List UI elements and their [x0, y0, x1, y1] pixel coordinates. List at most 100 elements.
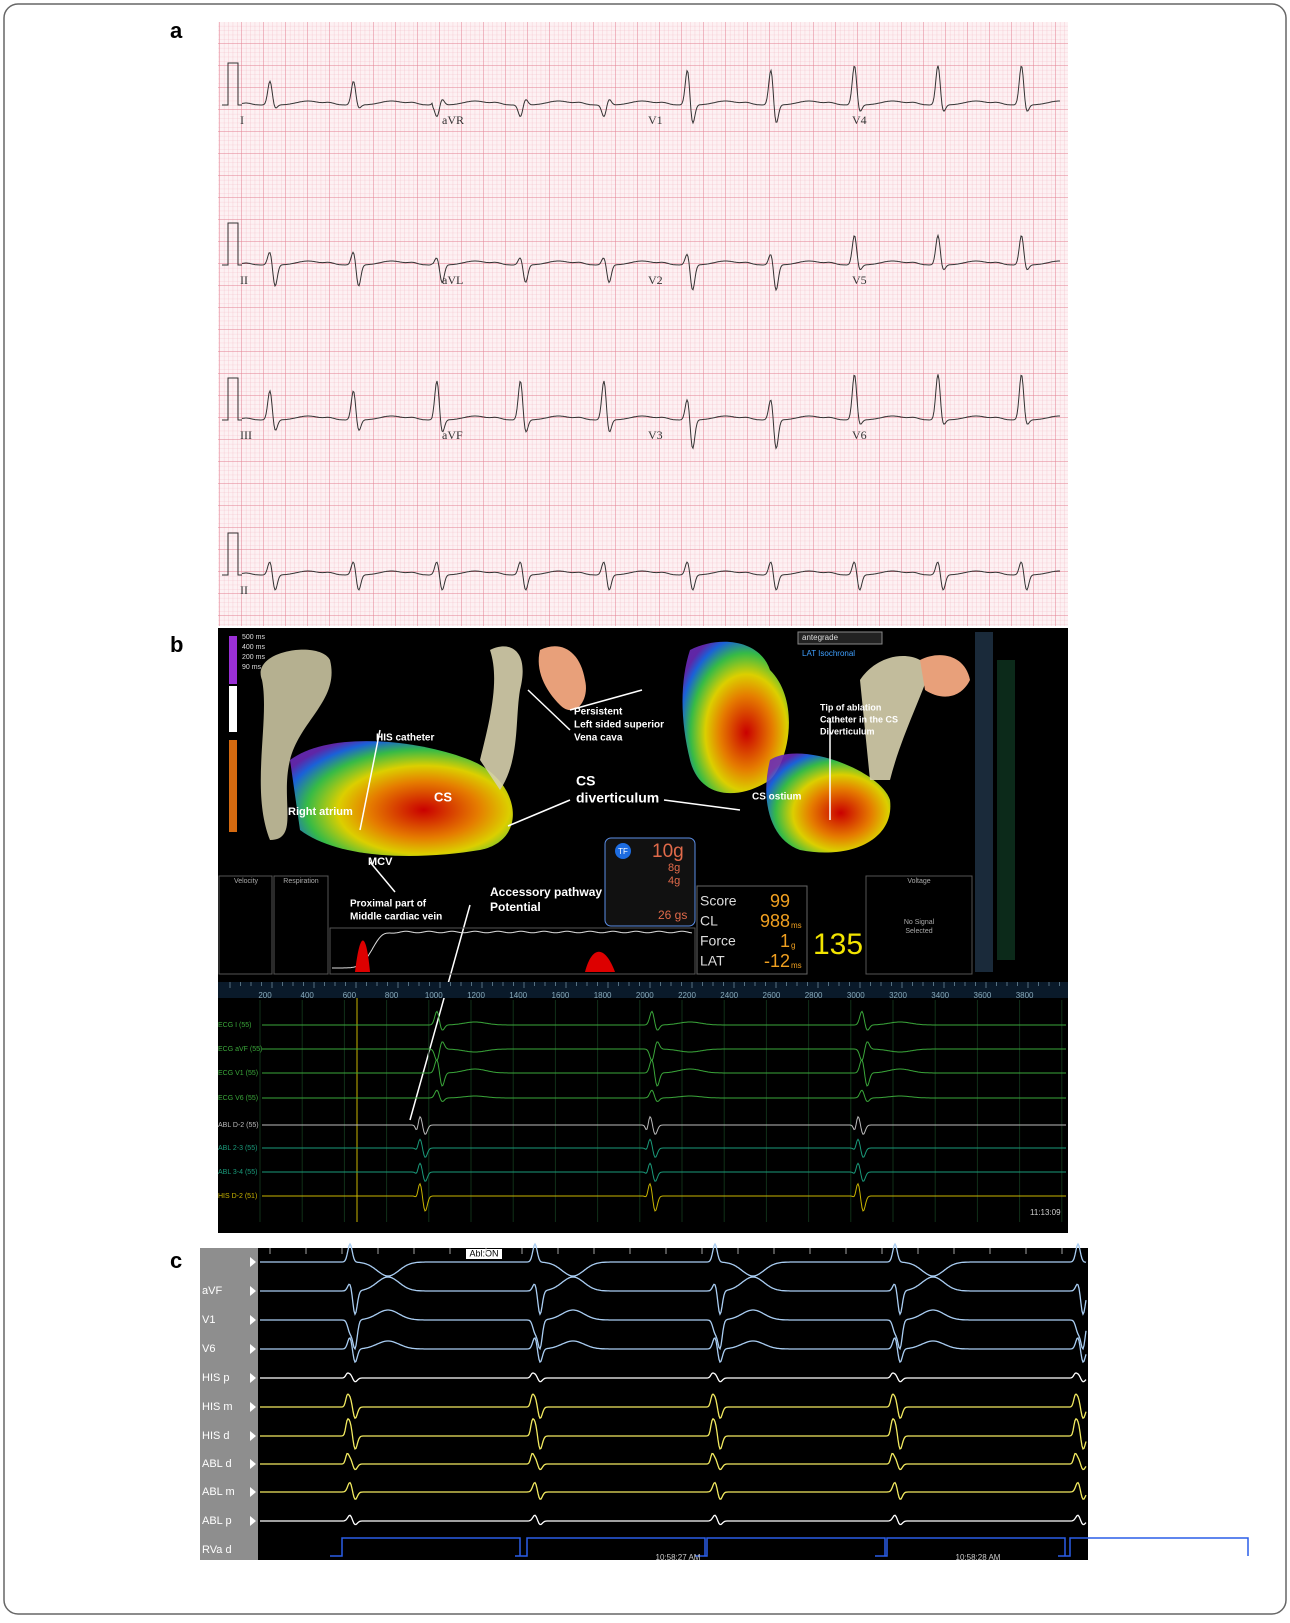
annotation: Middle cardiac vein	[350, 912, 442, 923]
lead-label: aVR	[442, 113, 464, 127]
annotation: Potential	[490, 900, 541, 914]
toolbar	[997, 660, 1015, 960]
annotation: diverticulum	[576, 790, 659, 806]
channel-label: HIS m	[202, 1401, 233, 1413]
ecg-grid	[218, 22, 1068, 626]
time-tick: 600	[343, 991, 357, 1000]
readout-value: -12	[764, 951, 790, 971]
readout-name: CL	[700, 913, 718, 929]
time-tick: 2400	[720, 991, 738, 1000]
scale-label: 400 ms	[242, 644, 265, 651]
panel-label: b	[170, 632, 183, 657]
channel-label: ABL d	[202, 1458, 232, 1470]
readout-unit: g	[791, 941, 795, 950]
lead-label: III	[240, 428, 252, 442]
recording-screen	[258, 1248, 1088, 1560]
force-total: 10g	[652, 841, 684, 862]
readout-value: 99	[770, 891, 790, 911]
channel-label: HIS D-2 (51)	[218, 1193, 257, 1200]
time-label: 10:58:28 AM	[956, 1553, 1001, 1562]
channel-label: HIS d	[202, 1430, 230, 1442]
channel-label: ABL 2-3 (55)	[218, 1145, 257, 1152]
dropdown-text: antegrade	[802, 633, 839, 642]
force-line: 4g	[668, 875, 680, 887]
channel-label: aVF	[202, 1285, 222, 1297]
time-tick: 2200	[678, 991, 696, 1000]
lead-label: aVL	[442, 273, 463, 287]
no-signal: No Signal	[904, 919, 935, 926]
force-integral: 26 gs	[658, 908, 687, 922]
annotation: Accessory pathway	[490, 885, 602, 899]
channel-label: V1	[202, 1314, 215, 1326]
force-line: 8g	[668, 862, 680, 874]
scale-label: 90 ms	[242, 664, 262, 671]
rate: 135	[813, 928, 863, 961]
channel-label: V6	[202, 1343, 215, 1355]
time-tick: 2600	[763, 991, 781, 1000]
annotation: Vena cava	[574, 733, 623, 744]
time-tick: 3800	[1016, 991, 1034, 1000]
panel-label: c	[170, 1248, 182, 1273]
annotation: CS ostium	[752, 792, 802, 803]
box-title: Voltage	[907, 878, 930, 885]
lead-label: V1	[648, 113, 663, 127]
lead-label: V6	[852, 428, 867, 442]
scale-bar	[229, 740, 237, 832]
readout-value: 1	[780, 931, 790, 951]
map-type: LAT Isochronal	[802, 649, 855, 658]
box-title: Velocity	[234, 878, 259, 885]
time-tick: 2000	[636, 991, 654, 1000]
box-title: Respiration	[283, 878, 319, 885]
lead-label: II	[240, 583, 248, 597]
channel-label: ECG I (55)	[218, 1022, 251, 1029]
annotation: Persistent	[574, 707, 623, 718]
lead-label: V3	[648, 428, 663, 442]
readout-unit: ms	[791, 921, 802, 930]
channel-label: ABL 3-4 (55)	[218, 1169, 257, 1176]
scale-bar	[229, 636, 237, 684]
channel-label: ECG aVF (55)	[218, 1046, 262, 1053]
annotation: Proximal part of	[350, 899, 427, 910]
time-tick: 400	[301, 991, 315, 1000]
scale-label: 200 ms	[242, 654, 265, 661]
readout-name: LAT	[700, 953, 725, 969]
channel-label: ABL D-2 (55)	[218, 1122, 259, 1129]
time-label: 10:58:27 AM	[656, 1553, 701, 1562]
badge: TF	[618, 847, 628, 856]
annotation: CS	[434, 789, 452, 804]
annotation: Right atrium	[288, 806, 353, 818]
time-tick: 3200	[889, 991, 907, 1000]
readout-unit: ms	[791, 961, 802, 970]
panel-label: a	[170, 18, 183, 43]
annotation: HIS catheter	[376, 733, 434, 744]
annotation: CS	[576, 773, 595, 789]
time-tick: 3400	[931, 991, 949, 1000]
readout-name: Score	[700, 893, 737, 909]
lead-label: V5	[852, 273, 867, 287]
time-tick: 1400	[509, 991, 527, 1000]
lead-label: V2	[648, 273, 663, 287]
lead-label: aVF	[442, 428, 463, 442]
time-tick: 1200	[467, 991, 485, 1000]
annotation: Diverticulum	[820, 726, 875, 736]
time-tick: 3000	[847, 991, 865, 1000]
readout-name: Force	[700, 933, 736, 949]
time-tick: 2800	[805, 991, 823, 1000]
time-tick: 1600	[552, 991, 570, 1000]
toolbar	[975, 632, 993, 972]
lead-label: II	[240, 273, 248, 287]
page: {"panel_a":{"label":"a","leads":[["I","a…	[0, 0, 1290, 1618]
time-tick: 1800	[594, 991, 612, 1000]
channel-label: ECG V6 (55)	[218, 1095, 258, 1102]
annotation: MCV	[368, 856, 393, 868]
annotation: Catheter in the CS	[820, 714, 898, 724]
annotation: Tip of ablation	[820, 702, 881, 712]
figure: aIaVRV1V4IIaVLV2V5IIIaVFV3V6IIb500 ms400…	[0, 0, 1290, 1618]
clock: 11:13:09	[1030, 1208, 1061, 1217]
lead-label: I	[240, 113, 244, 127]
flag: Abl:ON	[469, 1248, 498, 1258]
time-tick: 800	[385, 991, 399, 1000]
annotation: Left sided superior	[574, 720, 664, 731]
time-tick: 3600	[974, 991, 992, 1000]
lead-label: V4	[852, 113, 867, 127]
